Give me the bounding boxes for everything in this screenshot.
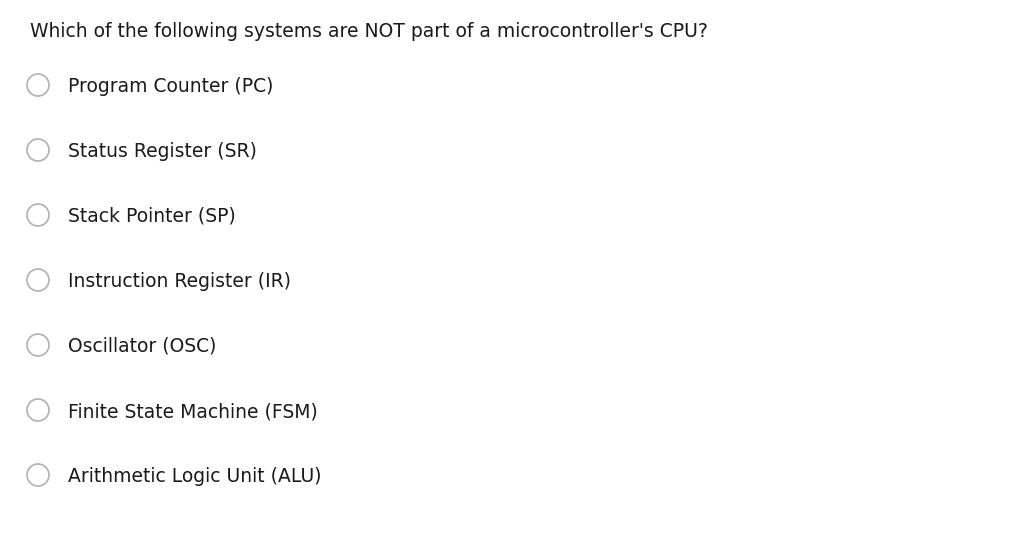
Text: Instruction Register (IR): Instruction Register (IR): [68, 272, 291, 291]
Text: Stack Pointer (SP): Stack Pointer (SP): [68, 207, 236, 226]
Ellipse shape: [27, 204, 49, 226]
Text: Program Counter (PC): Program Counter (PC): [68, 77, 273, 96]
Ellipse shape: [27, 139, 49, 161]
Ellipse shape: [27, 269, 49, 291]
Ellipse shape: [27, 334, 49, 356]
Text: Arithmetic Logic Unit (ALU): Arithmetic Logic Unit (ALU): [68, 467, 322, 486]
Ellipse shape: [27, 399, 49, 421]
Text: Oscillator (OSC): Oscillator (OSC): [68, 337, 216, 356]
Ellipse shape: [27, 464, 49, 486]
Text: Finite State Machine (FSM): Finite State Machine (FSM): [68, 402, 317, 421]
Text: Which of the following systems are NOT part of a microcontroller's CPU?: Which of the following systems are NOT p…: [30, 22, 708, 41]
Ellipse shape: [27, 74, 49, 96]
Text: Status Register (SR): Status Register (SR): [68, 142, 257, 161]
